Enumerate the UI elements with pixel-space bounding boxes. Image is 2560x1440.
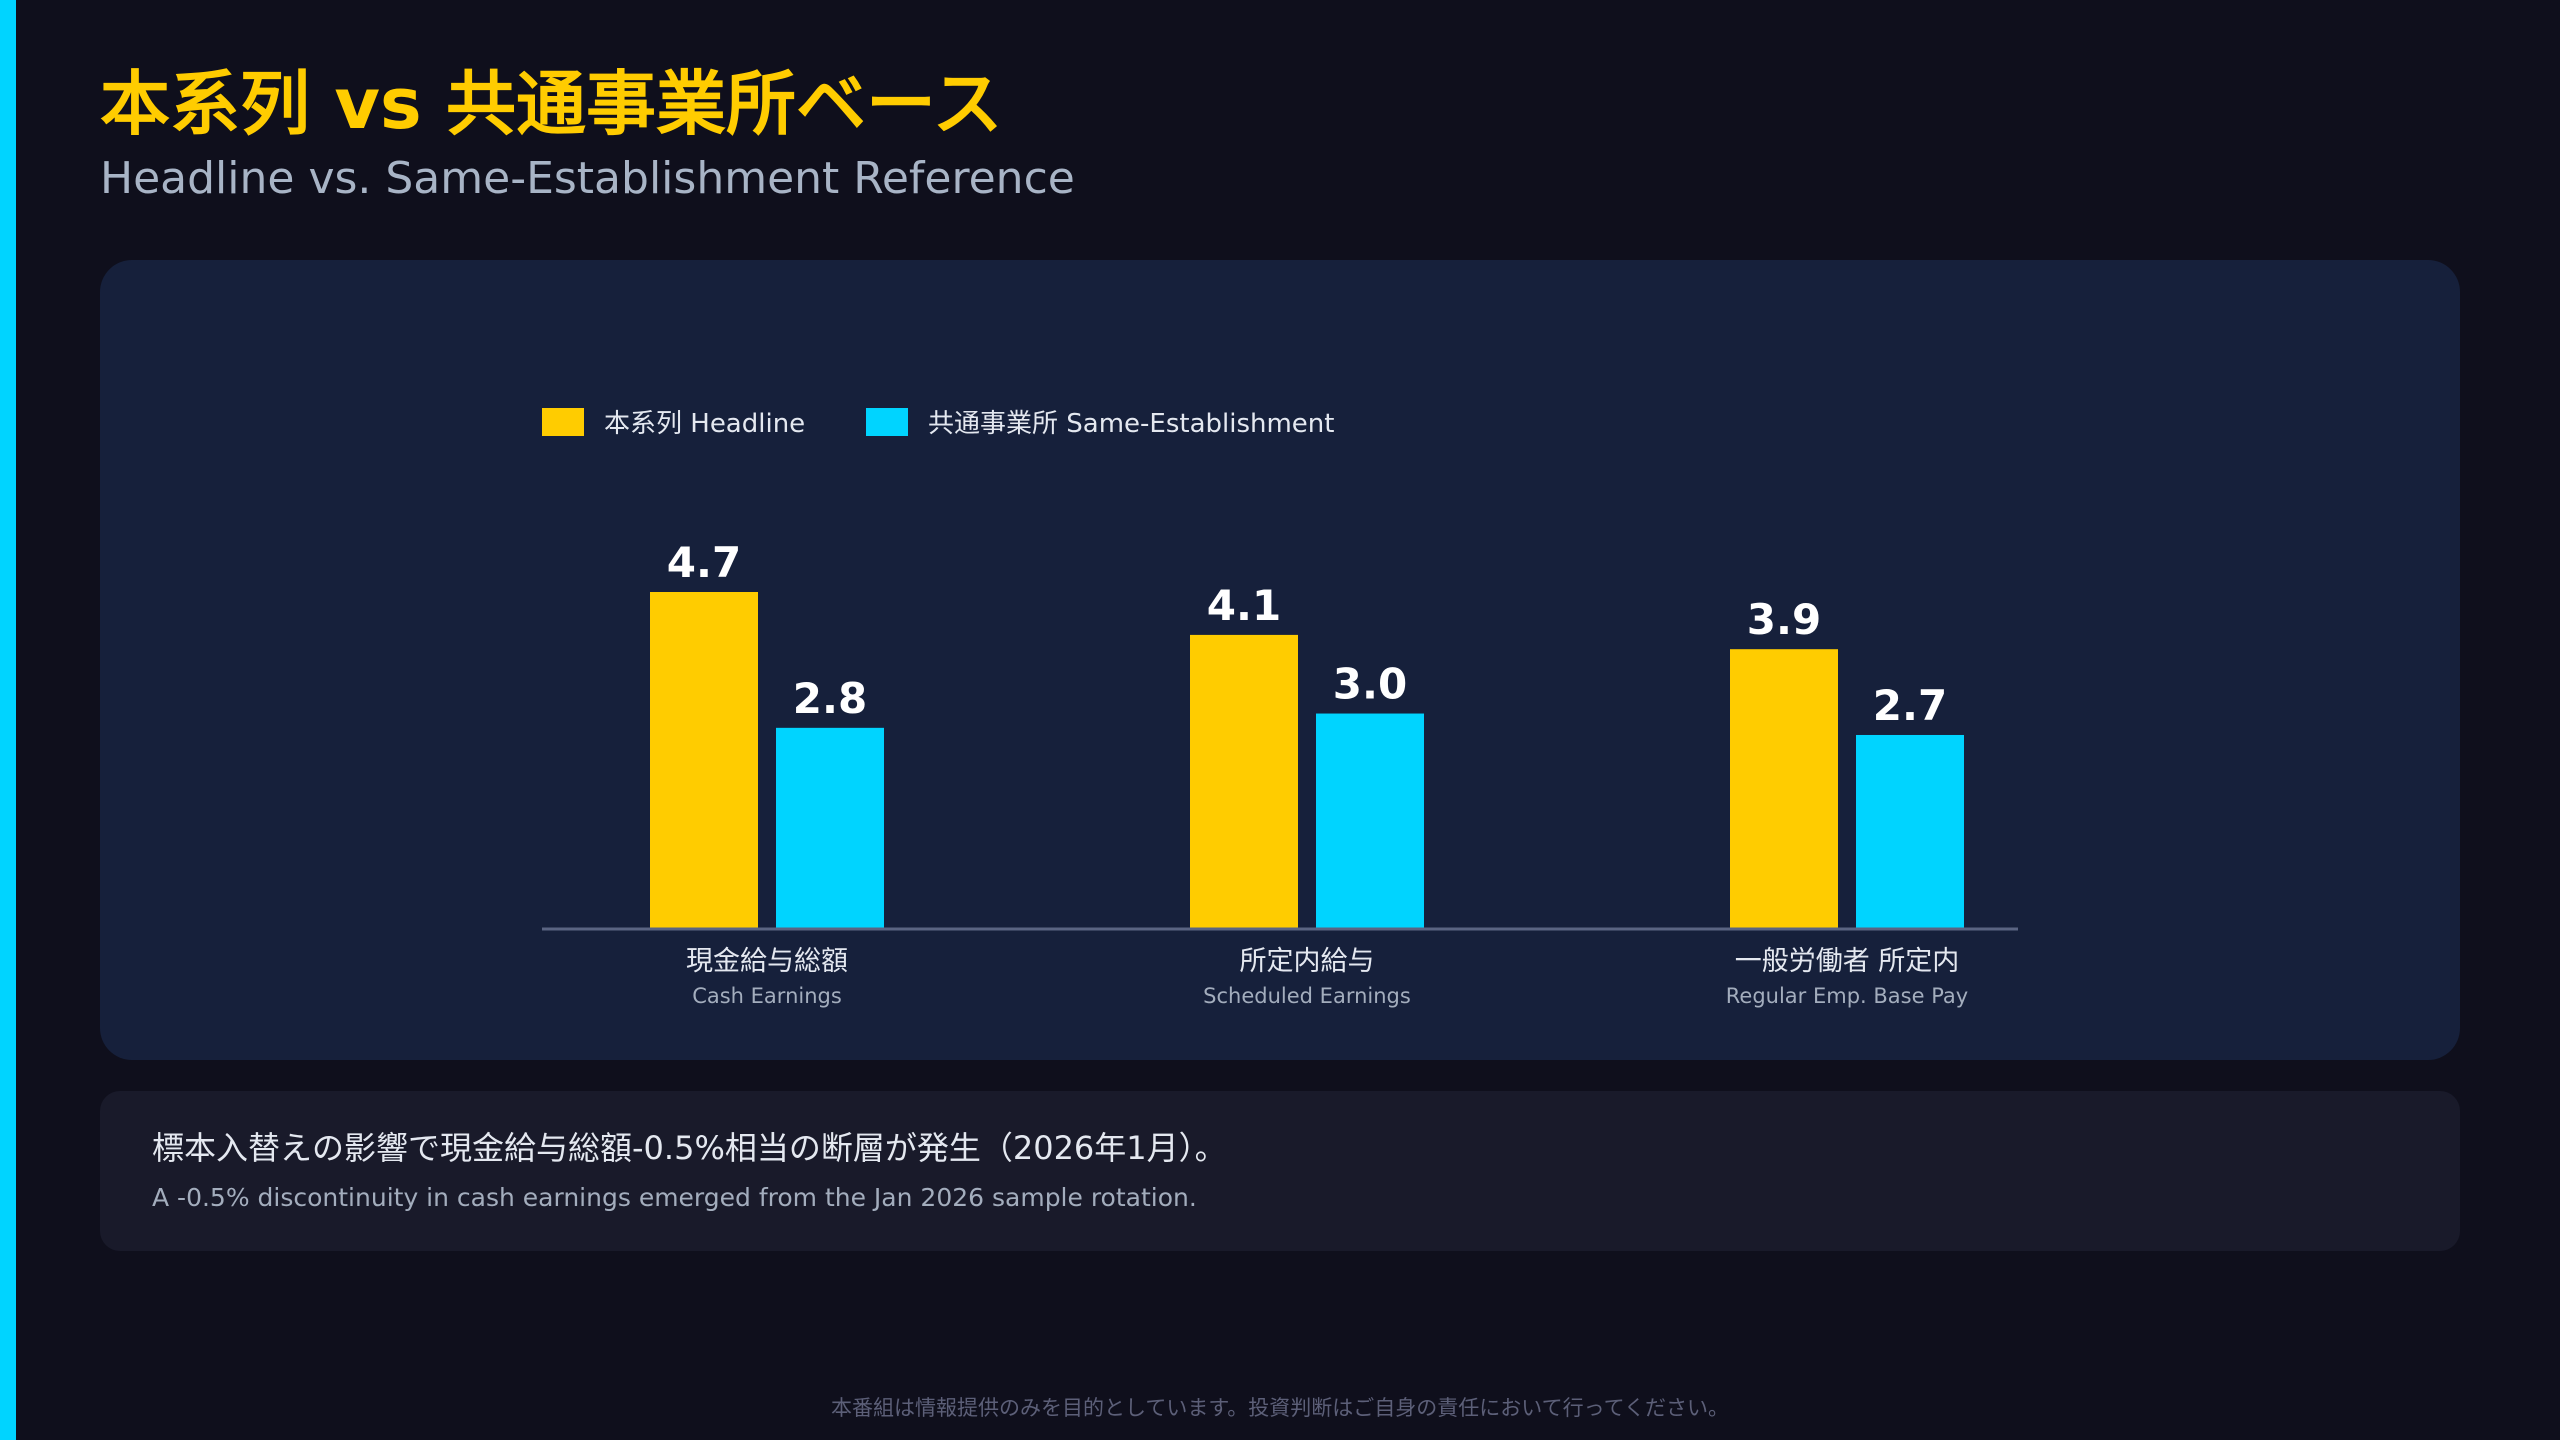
legend-swatch-2 — [866, 408, 908, 436]
category-label-3: 一般労働者 所定内 — [1735, 946, 1960, 977]
category-label-1: 現金給与総額 — [686, 946, 848, 977]
bar-3-series-2 — [1856, 734, 1964, 928]
data-label-1-series-2: 2.8 — [793, 674, 867, 723]
legend-swatch-1 — [542, 408, 584, 436]
data-label-1-series-1: 4.7 — [667, 538, 741, 587]
note-text-ja: 標本入替えの影響で現金給与総額-0.5%相当の断層が発生（2026年1月）。 — [152, 1129, 1227, 1167]
note-text-en: A -0.5% discontinuity in cash earnings e… — [152, 1183, 1197, 1212]
chart-panel: 本系列 Headline 共通事業所 Same-Establishment 4.7 2… — [100, 260, 2460, 1060]
page-title: 本系列 vs 共通事業所ベース — [100, 63, 1003, 145]
bar-1-series-1 — [650, 592, 758, 928]
category-sublabel-1: Cash Earnings — [692, 984, 842, 1008]
data-label-2-series-2: 3.0 — [1333, 660, 1407, 709]
category-sublabel-2: Scheduled Earnings — [1203, 984, 1411, 1008]
page-subtitle: Headline vs. Same-Establishment Referenc… — [100, 153, 1075, 204]
bar-1-series-2 — [776, 727, 884, 928]
bar-2-series-1 — [1190, 634, 1298, 928]
legend-label-2: 共通事業所 Same-Establishment — [928, 409, 1334, 439]
note-panel: 標本入替えの影響で現金給与総額-0.5%相当の断層が発生（2026年1月）。 A… — [100, 1091, 2460, 1251]
bar-chart: 本系列 Headline 共通事業所 Same-Establishment 4.7 2… — [542, 408, 2018, 1008]
accent-bar — [0, 0, 16, 1440]
disclaimer-footer: 本番組は情報提供のみを目的としています。投資判断はご自身の責任において行ってくだ… — [831, 1396, 1729, 1420]
data-label-2-series-1: 4.1 — [1207, 581, 1281, 630]
category-label-2: 所定内給与 — [1240, 946, 1375, 977]
legend-label-1: 本系列 Headline — [604, 409, 805, 439]
category-sublabel-3: Regular Emp. Base Pay — [1726, 984, 1968, 1008]
bar-3-series-1 — [1730, 649, 1838, 928]
data-label-3-series-2: 2.7 — [1873, 681, 1947, 730]
data-label-3-series-1: 3.9 — [1747, 595, 1821, 644]
bar-2-series-2 — [1316, 713, 1424, 928]
